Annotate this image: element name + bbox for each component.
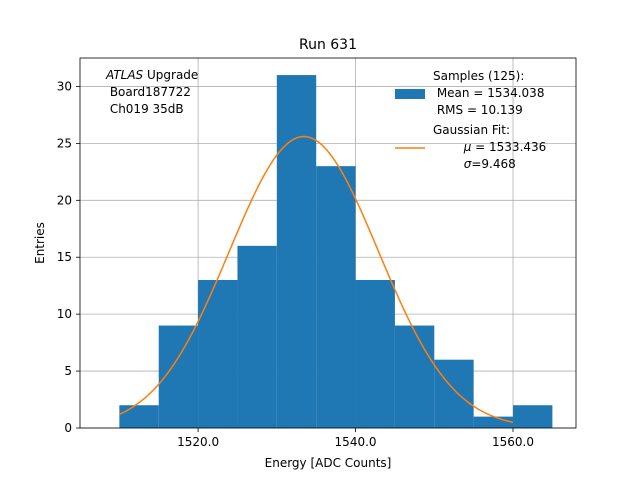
y-tick-label-1: 5 [64,364,72,378]
legend-fit-mu: μ = 1533.436 [437,140,565,154]
legend-samples-title: Samples (125): [433,69,524,83]
legend-mu-symbol: μ [463,140,472,154]
y-tick-label-0: 0 [64,421,72,435]
legend-sigma-symbol: σ [464,157,472,171]
histogram-bars [119,75,553,429]
y-tick-label-5: 25 [57,136,72,150]
x-tick-label-2: 1560.0 [492,435,534,449]
y-tick-label-4: 20 [57,193,72,207]
legend-fit-title: Gaussian Fit: [433,123,510,137]
histogram-bar-5 [316,166,356,428]
y-axis-ticks: 0 5 10 15 20 25 30 [57,79,80,435]
histogram-bar-2 [198,280,238,428]
x-axis-ticks: 1520.0 1540.0 1560.0 [177,428,534,449]
gaussian-fit-curve [119,135,514,424]
histogram-bar-0 [119,405,159,428]
legend-fit-sigma: σ=9.468 [437,157,535,171]
annotation-upgrade: Upgrade [143,68,198,82]
histogram-bar-10 [513,405,553,428]
y-tick-label-3: 15 [57,250,72,264]
legend-samples-rms: RMS = 10.139 [433,103,523,117]
x-axis-label: Energy [ADC Counts] [265,456,392,470]
y-axis-label: Entries [33,222,47,264]
annotation-line-1: ATLAS Upgrade [105,68,198,82]
y-tick-label-2: 10 [57,307,72,321]
annotation-atlas: ATLAS [105,68,144,82]
axes-frame [79,57,577,429]
histogram-bar-3 [237,245,277,428]
legend-sigma-value: =9.468 [471,157,515,171]
plot-area: 1520.0 1540.0 1560.0 0 5 10 15 20 25 30 [57,57,577,449]
histogram-bar-8 [434,359,474,428]
legend-samples-mean: Mean = 1534.038 [433,86,544,100]
legend-samples-swatch [395,89,425,99]
y-tick-label-6: 30 [57,79,72,93]
chart-title: Run 631 [299,37,357,53]
histogram-bar-6 [355,280,395,428]
histogram-bar-9 [473,416,514,428]
annotation-line-2: Board187722 [106,85,191,99]
histogram-bar-4 [276,75,317,429]
legend: Samples (125): Mean = 1534.038 RMS = 10.… [395,69,565,171]
histogram-bar-7 [394,325,435,428]
x-tick-label-0: 1520.0 [177,435,219,449]
atlas-annotation: ATLAS Upgrade Board187722 Ch019 35dB [105,68,198,116]
annotation-line-3: Ch019 35dB [106,102,184,116]
legend-mu-value: = 1533.436 [471,140,546,154]
x-tick-label-1: 1540.0 [335,435,377,449]
